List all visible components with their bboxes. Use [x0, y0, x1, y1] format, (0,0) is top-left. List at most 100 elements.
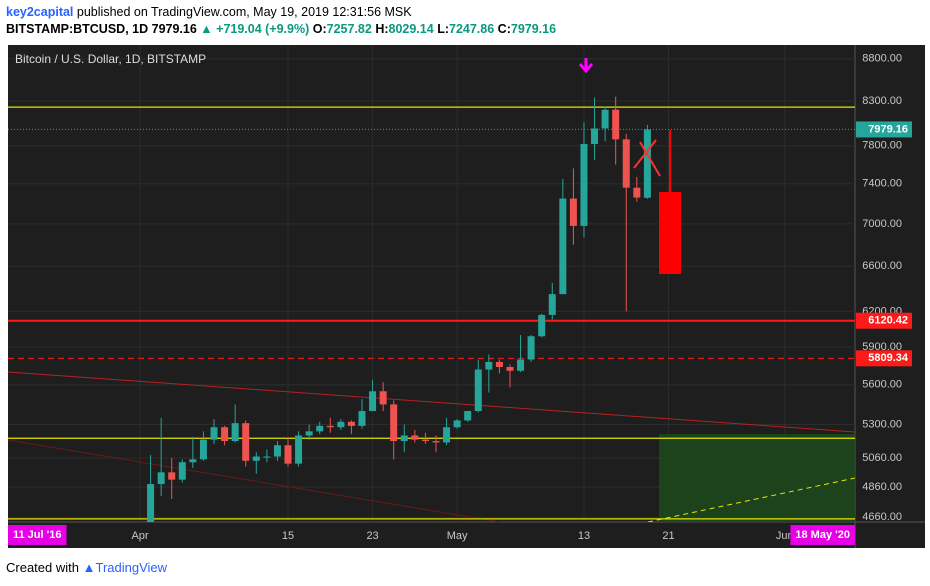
ohlc-l: L:: [437, 22, 449, 36]
ohlc-value: 7257.82: [326, 22, 372, 36]
y-tick-label: 5060.00: [862, 452, 902, 464]
candle-body: [506, 366, 514, 371]
ohlc-h: H:: [375, 22, 389, 36]
x-tick-label: 21: [662, 530, 674, 542]
y-tick-label: 8300.00: [862, 95, 902, 107]
ohlc-value: 8029.14: [388, 22, 434, 36]
author: key2capital: [6, 5, 74, 19]
candle-body: [263, 456, 271, 458]
candle-body: [316, 425, 324, 432]
symbol: BITSTAMP:BTCUSD, 1D: [6, 22, 149, 36]
range-label-box: [8, 525, 67, 545]
candle-body: [189, 459, 197, 463]
candle-body: [443, 427, 451, 443]
y-tick-label: 5300.00: [862, 418, 902, 430]
header-line: key2capital published on TradingView.com…: [6, 4, 556, 21]
candle-body: [347, 421, 355, 426]
x-tick-label: 15: [282, 530, 294, 542]
annotations: [578, 58, 681, 274]
ohlc-value: 7247.86: [449, 22, 495, 36]
candles: [147, 96, 651, 522]
candle-body: [199, 439, 207, 460]
y-tick-label: 4860.00: [862, 481, 902, 493]
x-tick-label: 23: [366, 530, 378, 542]
candle-body: [295, 435, 303, 464]
candle-body: [284, 445, 292, 464]
published: published on TradingView.com, May 19, 20…: [76, 5, 412, 19]
candle-body: [400, 435, 408, 442]
x-tick-label: Apr: [131, 530, 148, 542]
candle-body: [168, 472, 176, 480]
candle-body: [242, 423, 250, 461]
candle-body: [559, 198, 567, 295]
footer: Created with ▲TradingView: [6, 560, 167, 575]
created: Created with: [6, 560, 79, 575]
y-tick-label: 8800.00: [862, 53, 902, 65]
candle-body: [273, 445, 281, 457]
drawings: [8, 371, 855, 522]
candle-body: [210, 427, 218, 440]
arrow: [578, 58, 594, 74]
x-tick-label: 13: [578, 530, 590, 542]
y-tick-label: 7000.00: [862, 218, 902, 230]
candle-body: [453, 420, 461, 428]
candle-body: [390, 404, 398, 442]
candle-body: [569, 198, 577, 226]
y-tick-label: 6600.00: [862, 260, 902, 272]
candle-body: [643, 129, 651, 198]
candle-body: [633, 187, 641, 198]
candle-body: [326, 425, 334, 428]
range-label-box: [790, 525, 855, 545]
candle-body: [495, 361, 503, 367]
header: key2capital published on TradingView.com…: [6, 4, 556, 38]
brand: TradingView: [95, 560, 168, 575]
price-label: 7979.16: [868, 123, 908, 135]
y-tick-label: 4660.00: [862, 511, 902, 523]
candle-body: [591, 128, 599, 144]
y-tick-label: 7400.00: [862, 178, 902, 190]
candle-body: [612, 109, 620, 140]
header-line: BITSTAMP:BTCUSD, 1D 7979.16 ▲ +719.04 (+…: [6, 21, 556, 38]
candle-body: [252, 456, 260, 461]
candle-body: [231, 423, 239, 442]
candle-body: [464, 411, 472, 421]
price-label: 6120.42: [868, 315, 908, 327]
candle-body: [580, 143, 588, 226]
candle-body: [411, 435, 419, 440]
candle-body: [379, 391, 387, 405]
change: ▲ +719.04 (+9.9%): [200, 22, 310, 36]
candle-body: [421, 439, 429, 442]
price: 7979.16: [151, 22, 197, 36]
ohlc-o: O:: [312, 22, 327, 36]
trend-line: [8, 439, 501, 522]
cross: [633, 139, 657, 169]
candle-body: [548, 294, 556, 315]
chart: Bitcoin / U.S. Dollar, 1D, BITSTAMP 4660…: [8, 45, 925, 548]
candle-body: [369, 391, 377, 412]
ohlc-value: 7979.16: [510, 22, 557, 36]
y-tick-label: 5600.00: [862, 379, 902, 391]
brand-icon: ▲: [82, 560, 96, 575]
candle-body: [485, 361, 493, 370]
candle-body: [157, 472, 165, 485]
candle-body: [432, 441, 440, 443]
projection-candle: [659, 192, 681, 274]
price-label-box: [856, 121, 912, 138]
candle-body: [517, 359, 525, 371]
candle-body: [622, 139, 630, 188]
cross: [639, 141, 661, 177]
target-zone: [659, 434, 855, 522]
ohlc-c: C:: [497, 22, 511, 36]
y-tick-label: 5900.00: [862, 341, 902, 353]
candle-body: [527, 336, 535, 360]
x-tick-label: May: [447, 530, 468, 542]
price-label-box: [856, 350, 912, 367]
y-tick-label: 7800.00: [862, 140, 902, 152]
candle-body: [474, 369, 482, 412]
candle-body: [601, 109, 609, 129]
x-tick-label: Jun: [776, 530, 794, 542]
level-lines: [8, 106, 855, 520]
price-label-box: [856, 312, 912, 329]
candle-body: [305, 431, 313, 436]
